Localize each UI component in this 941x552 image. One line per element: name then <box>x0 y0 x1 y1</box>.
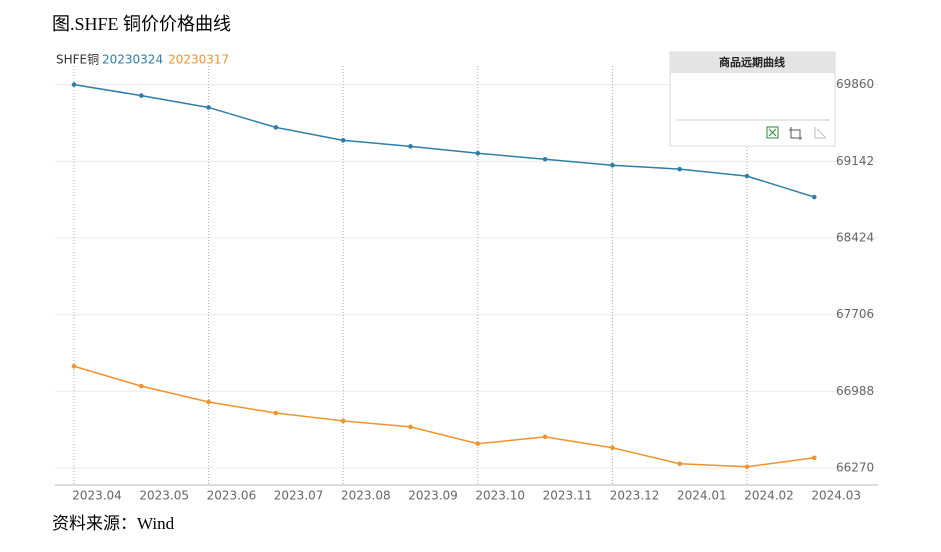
legend-box: 商品远期曲线 <box>669 51 836 147</box>
x-tick-label: 2023.05 <box>139 489 189 503</box>
x-tick-label: 2023.06 <box>207 489 257 503</box>
header-legend-entry: 20230317 <box>168 53 229 67</box>
data-point <box>71 363 77 369</box>
data-point <box>475 441 481 447</box>
y-tick-label: 66270 <box>836 460 874 474</box>
x-tick-label: 2023.08 <box>341 489 391 503</box>
data-point <box>677 461 682 467</box>
data-point <box>744 464 750 470</box>
series-line <box>73 83 815 198</box>
data-point <box>610 162 615 168</box>
series-line <box>73 365 815 468</box>
x-tick-label: 2024.01 <box>677 489 727 503</box>
header-label: SHFE铜 <box>56 52 99 67</box>
x-tick-label: 2023.04 <box>72 489 122 503</box>
data-point <box>206 105 211 110</box>
data-point <box>206 399 211 405</box>
data-point <box>744 173 750 179</box>
x-tick-label: 2023.12 <box>610 489 660 503</box>
y-tick-label: 68424 <box>836 230 874 244</box>
data-point <box>139 93 144 98</box>
data-point <box>139 383 144 389</box>
header-legend-entry: 20230324 <box>102 53 163 67</box>
data-point <box>71 82 77 87</box>
data-point <box>408 424 413 430</box>
chart-title: 图.SHFE 铜价价格曲线 <box>52 14 231 34</box>
export-icon[interactable] <box>766 126 779 139</box>
y-tick-label: 69142 <box>836 154 874 168</box>
y-tick-label: 69860 <box>836 77 874 91</box>
data-point <box>273 125 279 130</box>
x-tick-label: 2023.10 <box>475 489 525 503</box>
x-tick-label: 2024.03 <box>811 489 861 503</box>
data-point <box>677 166 682 172</box>
y-tick-label: 66988 <box>836 384 874 398</box>
data-point <box>408 144 413 149</box>
data-point <box>542 434 548 440</box>
data-point <box>610 445 615 451</box>
source-note: 资料来源：Wind <box>52 514 175 533</box>
data-point <box>340 138 346 143</box>
x-tick-label: 2024.02 <box>744 489 794 503</box>
data-point <box>340 418 346 424</box>
zoom-icon[interactable] <box>814 127 826 139</box>
data-point <box>812 194 817 200</box>
data-point <box>273 410 279 416</box>
x-tick-label: 2023.09 <box>408 489 458 503</box>
data-point <box>812 455 817 461</box>
x-tick-label: 2023.07 <box>274 489 324 503</box>
y-tick-label: 67706 <box>836 307 874 321</box>
legend-title: 商品远期曲线 <box>719 55 785 69</box>
crop-icon[interactable] <box>789 127 802 140</box>
data-point <box>542 156 548 162</box>
data-point <box>475 150 481 156</box>
legend-header <box>670 52 835 73</box>
x-tick-label: 2023.11 <box>543 489 593 503</box>
export-icon-mark <box>768 128 777 137</box>
